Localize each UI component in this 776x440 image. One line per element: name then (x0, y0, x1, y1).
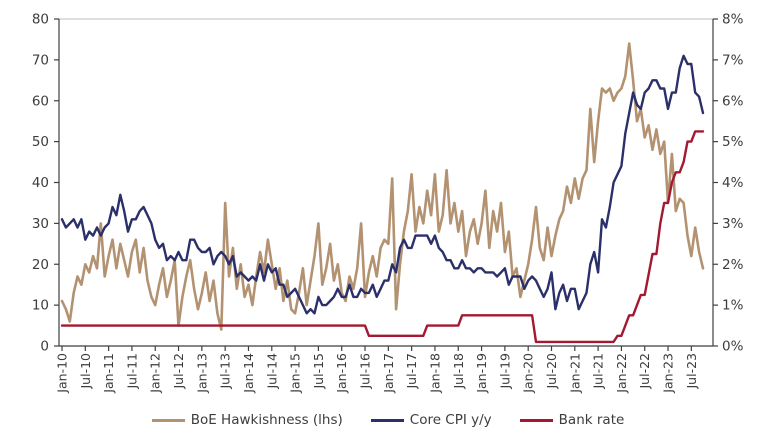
svg-text:Jan-11: Jan-11 (101, 353, 116, 394)
svg-text:Jan-17: Jan-17 (381, 353, 396, 394)
series-line-1 (60, 54, 705, 315)
svg-text:70: 70 (32, 52, 49, 68)
svg-text:Jul-14: Jul-14 (264, 353, 279, 390)
legend-label-hawkishness: BoE Hawkishness (lhs) (190, 412, 343, 428)
svg-text:Jan-22: Jan-22 (614, 353, 629, 394)
legend-swatch-bank-rate (519, 418, 553, 422)
svg-text:Jul-18: Jul-18 (451, 353, 466, 390)
svg-text:Jan-19: Jan-19 (474, 353, 489, 394)
svg-text:Jul-23: Jul-23 (684, 353, 699, 390)
legend-swatch-hawkishness (151, 418, 185, 422)
legend-item-bank-rate: Bank rate (519, 412, 625, 428)
left-axis-ticks: 0 10 20 30 40 50 60 70 80 (32, 12, 59, 355)
svg-text:50: 50 (32, 134, 49, 150)
svg-text:Jul-12: Jul-12 (171, 353, 186, 390)
series-line-2 (60, 130, 705, 344)
svg-text:Jul-10: Jul-10 (78, 353, 93, 390)
svg-text:Jan-21: Jan-21 (567, 353, 582, 394)
svg-text:4%: 4% (722, 175, 744, 191)
svg-text:Jan-13: Jan-13 (194, 353, 209, 394)
svg-text:Jul-19: Jul-19 (497, 353, 512, 390)
svg-text:Jan-14: Jan-14 (241, 353, 256, 394)
svg-text:20: 20 (32, 257, 49, 273)
svg-text:Jan-18: Jan-18 (427, 353, 442, 394)
svg-text:Jan-12: Jan-12 (148, 353, 163, 394)
svg-text:3%: 3% (722, 216, 744, 232)
svg-text:0%: 0% (722, 339, 744, 355)
svg-text:Jan-15: Jan-15 (288, 353, 303, 394)
svg-text:Jan-10: Jan-10 (55, 353, 70, 394)
legend-item-hawkishness: BoE Hawkishness (lhs) (151, 412, 343, 428)
svg-text:Jan-23: Jan-23 (661, 353, 676, 394)
svg-text:10: 10 (32, 298, 49, 314)
legend-swatch-core-cpi (370, 418, 404, 422)
right-axis-ticks: 0% 1% 2% 3% 4% 5% 6% 7% 8% (713, 12, 744, 355)
x-axis-ticks: Jan-10 Jul-10 Jan-11 Jul-11 Jan-12 Jul-12 Jan-… (55, 346, 699, 394)
svg-text:5%: 5% (722, 134, 744, 150)
svg-text:40: 40 (32, 175, 49, 191)
svg-text:30: 30 (32, 216, 49, 232)
svg-text:80: 80 (32, 12, 49, 28)
svg-text:Jul-20: Jul-20 (544, 353, 559, 390)
chart-legend: BoE Hawkishness (lhs) Core CPI y/y Bank … (0, 407, 776, 433)
svg-text:Jul-13: Jul-13 (218, 353, 233, 390)
svg-text:Jan-20: Jan-20 (521, 353, 536, 394)
svg-text:Jul-16: Jul-16 (358, 353, 373, 390)
svg-text:Jul-15: Jul-15 (311, 353, 326, 390)
svg-text:Jul-17: Jul-17 (404, 353, 419, 390)
svg-text:60: 60 (32, 93, 49, 109)
legend-label-core-cpi: Core CPI y/y (409, 412, 492, 428)
svg-text:0: 0 (40, 339, 49, 355)
svg-text:Jul-11: Jul-11 (124, 353, 139, 390)
legend-item-core-cpi: Core CPI y/y (370, 412, 492, 428)
svg-text:1%: 1% (722, 298, 744, 314)
legend-label-bank-rate: Bank rate (558, 412, 625, 428)
svg-text:2%: 2% (722, 257, 744, 273)
svg-text:6%: 6% (722, 93, 744, 109)
svg-text:8%: 8% (722, 12, 744, 28)
svg-text:7%: 7% (722, 52, 744, 68)
series-line-0 (60, 42, 705, 331)
svg-text:Jul-21: Jul-21 (591, 353, 606, 390)
svg-text:Jul-22: Jul-22 (637, 353, 652, 390)
svg-text:Jan-16: Jan-16 (334, 353, 349, 394)
chart-svg: 0 10 20 30 40 50 60 70 80 0% 1% 2% 3% 4% 5% 6% 7% 8% Jan-1… (32, 12, 744, 394)
